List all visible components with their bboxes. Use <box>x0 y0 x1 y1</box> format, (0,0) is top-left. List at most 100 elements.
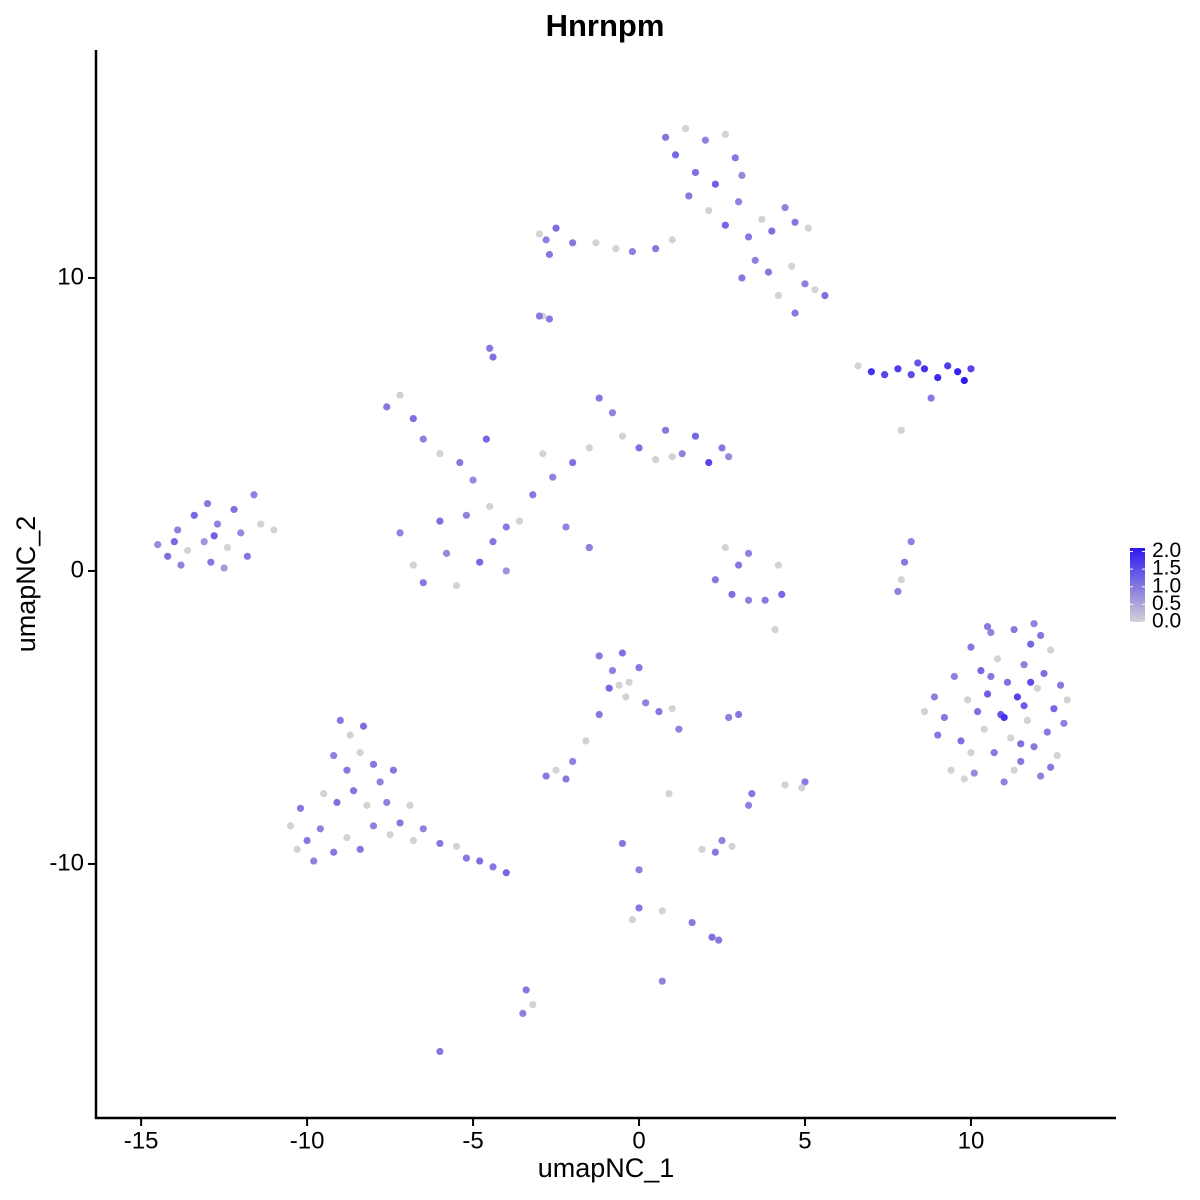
cell-point <box>881 371 889 379</box>
cell-point <box>728 590 736 599</box>
cell-point <box>811 286 819 294</box>
cell-point <box>270 526 278 534</box>
cell-point <box>721 221 729 229</box>
cell-point <box>612 245 620 253</box>
cell-point <box>668 453 676 461</box>
cell-point <box>489 863 497 871</box>
cell-point <box>668 236 676 244</box>
cell-point <box>436 839 444 848</box>
cell-point <box>386 831 394 839</box>
cell-point <box>237 529 245 537</box>
cell-point <box>396 819 404 827</box>
cell-point <box>987 672 995 681</box>
cell-point <box>549 473 557 481</box>
cell-point <box>744 801 753 809</box>
cell-point <box>489 538 497 546</box>
x-tick-label: -10 <box>290 1127 325 1154</box>
cell-point <box>947 766 955 774</box>
cell-point <box>781 781 789 789</box>
cell-point <box>1017 757 1025 766</box>
cell-point <box>207 558 215 566</box>
cell-point <box>406 801 414 809</box>
cell-point <box>1040 669 1048 678</box>
cell-point <box>1020 661 1028 669</box>
cell-point <box>369 760 378 768</box>
cell-point <box>1047 763 1055 771</box>
y-axis-title: umapNC_2 <box>11 516 41 653</box>
cell-point <box>376 778 384 786</box>
cell-point <box>1027 678 1035 686</box>
cell-point <box>867 368 875 376</box>
cell-point <box>735 710 743 719</box>
cell-point <box>330 848 338 856</box>
cell-point <box>486 502 494 511</box>
cell-point <box>738 274 746 282</box>
cell-point <box>409 414 417 423</box>
cell-point <box>658 977 666 985</box>
cell-point <box>973 708 982 716</box>
cell-point <box>675 725 683 733</box>
cell-point <box>1023 716 1031 724</box>
cell-point <box>535 230 544 238</box>
cell-point <box>681 124 690 133</box>
cell-point <box>569 239 577 247</box>
cell-point <box>967 749 975 757</box>
cell-point <box>569 757 577 766</box>
cell-point <box>562 775 570 783</box>
cell-point <box>419 825 427 833</box>
x-tick-label: -5 <box>462 1127 483 1154</box>
cell-point <box>356 845 364 853</box>
cell-point <box>336 716 344 724</box>
cell-point <box>595 710 603 719</box>
cell-point <box>661 426 670 434</box>
cell-point <box>993 655 1002 663</box>
cell-point <box>628 247 636 256</box>
cell-point <box>190 511 198 519</box>
cell-point <box>705 458 713 467</box>
cell-point <box>678 450 686 458</box>
cell-point <box>725 713 733 722</box>
x-tick-label: -15 <box>124 1127 159 1154</box>
cell-point <box>502 523 510 531</box>
cell-point <box>897 426 905 434</box>
cell-point <box>1003 678 1012 686</box>
y-tick-label: 0 <box>71 556 84 583</box>
cell-point <box>1010 625 1018 634</box>
cell-point <box>343 766 351 774</box>
cell-point <box>768 227 776 235</box>
cell-point <box>944 362 952 370</box>
cell-point <box>900 558 909 566</box>
cell-point <box>545 315 554 323</box>
cell-point <box>1007 734 1015 742</box>
cell-point <box>213 520 222 528</box>
cell-point <box>1050 705 1058 713</box>
cell-point <box>705 206 713 215</box>
cell-point <box>930 693 939 701</box>
cell-point <box>1010 766 1018 774</box>
cell-point <box>960 775 968 783</box>
points <box>154 124 1071 1056</box>
x-tick-label: 0 <box>632 1127 645 1154</box>
cell-point <box>622 693 630 701</box>
cell-point <box>569 458 577 467</box>
cell-point <box>363 801 371 809</box>
cell-point <box>456 458 464 467</box>
cell-point <box>618 649 627 657</box>
cell-point <box>383 403 391 411</box>
cell-point <box>920 365 929 373</box>
cell-point <box>738 171 746 180</box>
cell-point <box>539 450 547 458</box>
cell-point <box>625 678 633 686</box>
cell-point <box>1060 719 1068 727</box>
cell-point <box>764 268 773 276</box>
cell-point <box>977 666 985 675</box>
cell-point <box>356 749 364 757</box>
cell-point <box>983 690 992 698</box>
cell-point <box>486 344 494 352</box>
colorbar-label: 0.5 <box>1152 592 1181 615</box>
cell-point <box>552 766 560 774</box>
cell-point <box>698 845 706 853</box>
cell-point <box>990 749 998 757</box>
cell-point <box>668 705 676 713</box>
